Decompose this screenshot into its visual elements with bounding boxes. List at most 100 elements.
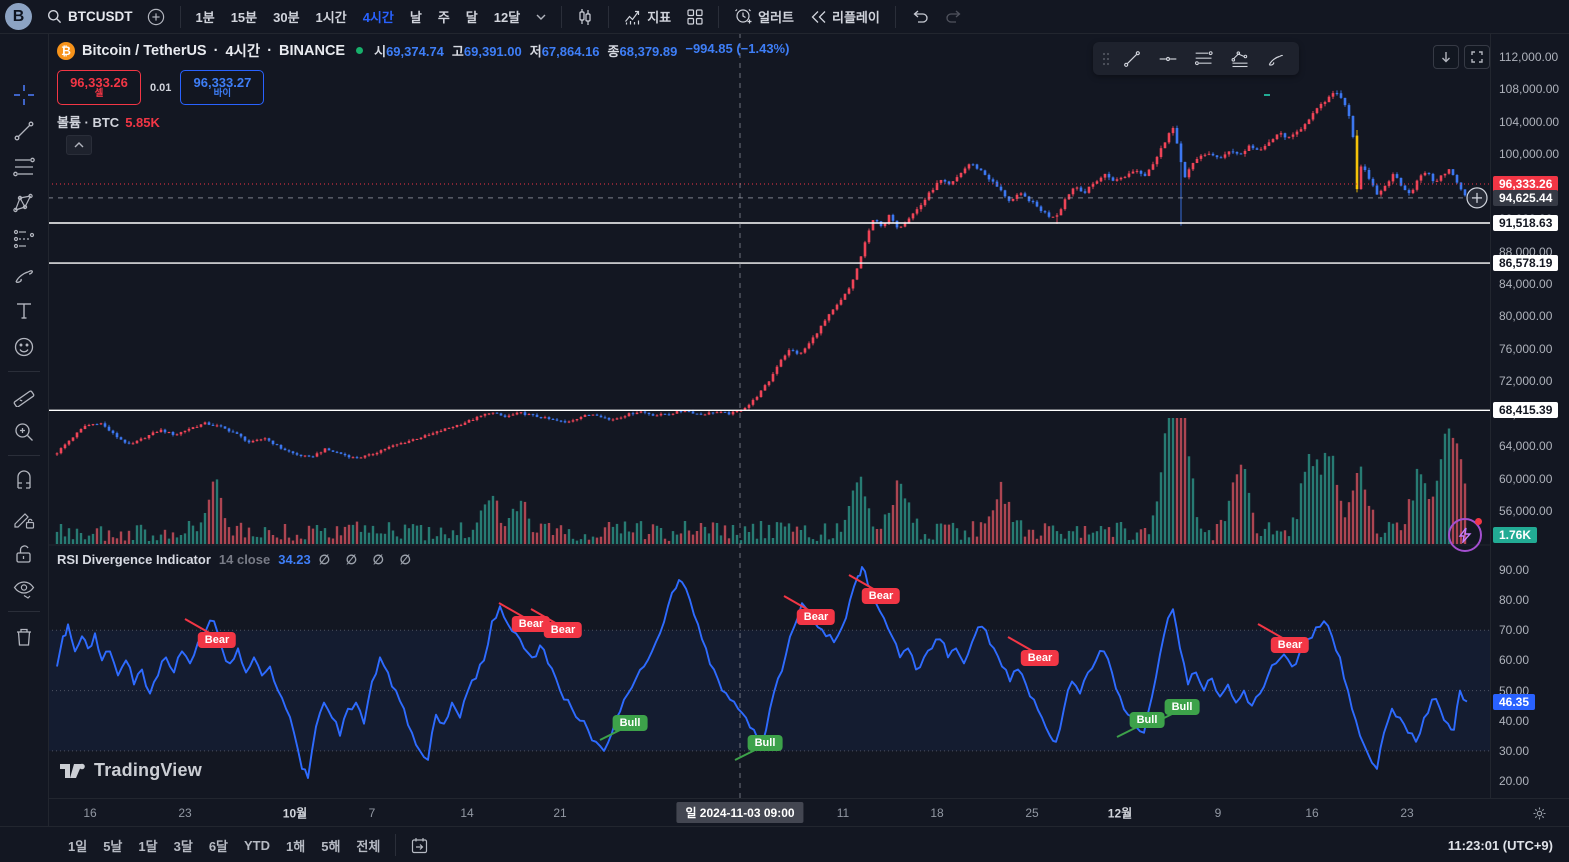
symbol-header[interactable]: ₿ Bitcoin / TetherUS · 4시간 · BINANCE 시69… <box>57 40 789 61</box>
chevron-down-icon <box>536 14 546 20</box>
drag-dots-icon <box>1102 52 1110 65</box>
rsi-study-header[interactable]: RSI Divergence Indicator 14 close 34.23 … <box>57 552 417 568</box>
drawing-mode-button[interactable] <box>10 505 38 533</box>
replay-icon <box>811 10 826 23</box>
range-1y-button[interactable]: 1해 <box>286 838 306 854</box>
redo-button[interactable] <box>937 4 971 30</box>
magnet-tool-button[interactable] <box>10 466 38 494</box>
fib-retracement-icon <box>1194 50 1213 65</box>
sell-button[interactable]: 96,333.26 셀 <box>57 70 141 105</box>
time-tick: 23 <box>1400 806 1414 820</box>
interval-1d[interactable]: 날 <box>409 10 422 25</box>
interval-dropdown-button[interactable] <box>528 4 554 30</box>
scroll-to-recent-button[interactable] <box>1433 45 1459 69</box>
float-polyline-button[interactable] <box>1223 45 1257 73</box>
rsi-tick: 20.00 <box>1499 774 1530 788</box>
plus-circle-icon <box>147 8 164 25</box>
layout-button[interactable] <box>679 4 711 30</box>
toolbar-divider <box>179 5 181 28</box>
price-change: −994.85 (−1.43%) <box>685 41 790 56</box>
hide-drawings-button[interactable] <box>10 575 38 603</box>
grid-layout-icon <box>687 8 703 25</box>
text-tool-button[interactable] <box>10 297 38 325</box>
go-to-date-button[interactable] <box>403 834 436 857</box>
notification-dot <box>1475 518 1482 525</box>
rsi-tick: 60.00 <box>1499 653 1530 668</box>
toolbar-drag-handle[interactable] <box>1099 45 1113 73</box>
search-icon <box>48 10 62 24</box>
interval-30m[interactable]: 30분 <box>273 10 300 25</box>
zoom-in-icon <box>15 423 33 441</box>
price-tick: 64,000.00 <box>1499 439 1553 454</box>
interval-1m[interactable]: 1분 <box>195 10 215 25</box>
price-level-badge: 86,578.19 <box>1493 255 1559 272</box>
range-5d-button[interactable]: 5날 <box>103 838 123 854</box>
projection-tool-button[interactable] <box>10 225 38 253</box>
range-3m-button[interactable]: 3달 <box>173 838 193 854</box>
zoom-in-tool-button[interactable] <box>10 418 38 446</box>
alert-button[interactable]: 얼러트 <box>726 4 802 30</box>
maximize-pane-button[interactable] <box>1464 45 1490 69</box>
quick-trade-button[interactable] <box>1448 518 1482 552</box>
range-1d-button[interactable]: 1일 <box>68 838 88 854</box>
float-brush-button[interactable] <box>1259 45 1293 73</box>
indicators-button[interactable]: 지표 <box>616 4 679 30</box>
time-tick: 7 <box>368 806 376 820</box>
brush-tool-button[interactable] <box>10 261 38 289</box>
lock-drawings-button[interactable] <box>10 540 38 568</box>
volume-study-row[interactable]: 볼륨 · BTC 5.85K <box>57 115 160 130</box>
interval-15m[interactable]: 15분 <box>230 10 258 25</box>
tradingview-watermark: TradingView <box>60 760 202 781</box>
symbol-add-button[interactable] <box>139 4 173 30</box>
indicators-icon <box>625 10 640 24</box>
drawing-toolbar <box>0 33 49 862</box>
redo-icon <box>946 10 961 23</box>
interval-1mo[interactable]: 달 <box>465 10 478 25</box>
undo-button[interactable] <box>903 4 937 30</box>
collapse-panel-button[interactable] <box>66 135 92 155</box>
trend-line-tool-button[interactable] <box>10 117 38 145</box>
remove-drawings-button[interactable] <box>10 623 38 651</box>
measure-tool-button[interactable] <box>10 381 38 409</box>
time-axis-settings-icon[interactable] <box>1532 806 1547 821</box>
price-axis[interactable]: 112,000.00 108,000.00 104,000.00 100,000.00… <box>1490 33 1569 826</box>
user-avatar[interactable]: B <box>5 3 32 30</box>
range-1m-button[interactable]: 1달 <box>138 838 158 854</box>
crosshair-tool-button[interactable] <box>10 81 38 109</box>
range-6m-button[interactable]: 6달 <box>208 838 229 854</box>
range-ytd-button[interactable]: YTD <box>244 837 271 853</box>
interval-12mo[interactable]: 12달 <box>493 10 521 25</box>
clock-display[interactable]: 11:23:01 (UTC+9) <box>1447 837 1553 853</box>
time-tick: 12월 <box>1107 806 1133 821</box>
interval-4h-active[interactable]: 4시간 <box>362 10 394 25</box>
range-5y-button[interactable]: 5해 <box>321 838 341 854</box>
spread-value: 0.01 <box>150 81 172 94</box>
range-all-button[interactable]: 전체 <box>356 838 381 854</box>
emoji-tool-button[interactable] <box>10 333 38 361</box>
interval-1h[interactable]: 1시간 <box>315 10 347 25</box>
arrow-down-icon <box>1442 52 1450 63</box>
float-trend-line-button[interactable] <box>1115 45 1149 73</box>
pane-corner-buttons <box>1433 45 1490 69</box>
time-tick: 23 <box>178 806 192 820</box>
buy-button[interactable]: 96,333.27 바이 <box>180 70 265 105</box>
market-status-icon[interactable] <box>356 47 364 54</box>
trash-icon <box>17 628 31 646</box>
float-fib-button[interactable] <box>1187 45 1221 73</box>
time-axis[interactable]: 일 2024-11-03 09:00 16 23 10월 7 14 21 11 18 25 12월… <box>48 798 1569 827</box>
symbol-search-button[interactable]: BTCUSDT <box>41 9 139 24</box>
replay-button[interactable]: 리플레이 <box>802 4 888 30</box>
bear-divergence-label: Bear <box>1020 650 1060 666</box>
lightning-icon <box>1458 527 1472 543</box>
toolbar-divider <box>894 5 896 28</box>
bear-divergence-label: Bear <box>796 609 836 625</box>
price-tick: 84,000.00 <box>1499 277 1553 291</box>
interval-1w[interactable]: 주 <box>437 10 450 25</box>
chart-style-button[interactable] <box>569 4 601 30</box>
float-horizontal-line-button[interactable] <box>1151 45 1185 73</box>
pattern-tool-button[interactable] <box>10 189 38 217</box>
fib-tool-button[interactable] <box>10 153 38 181</box>
rsi-empty-slots: ∅ ∅ ∅ ∅ <box>318 552 417 567</box>
